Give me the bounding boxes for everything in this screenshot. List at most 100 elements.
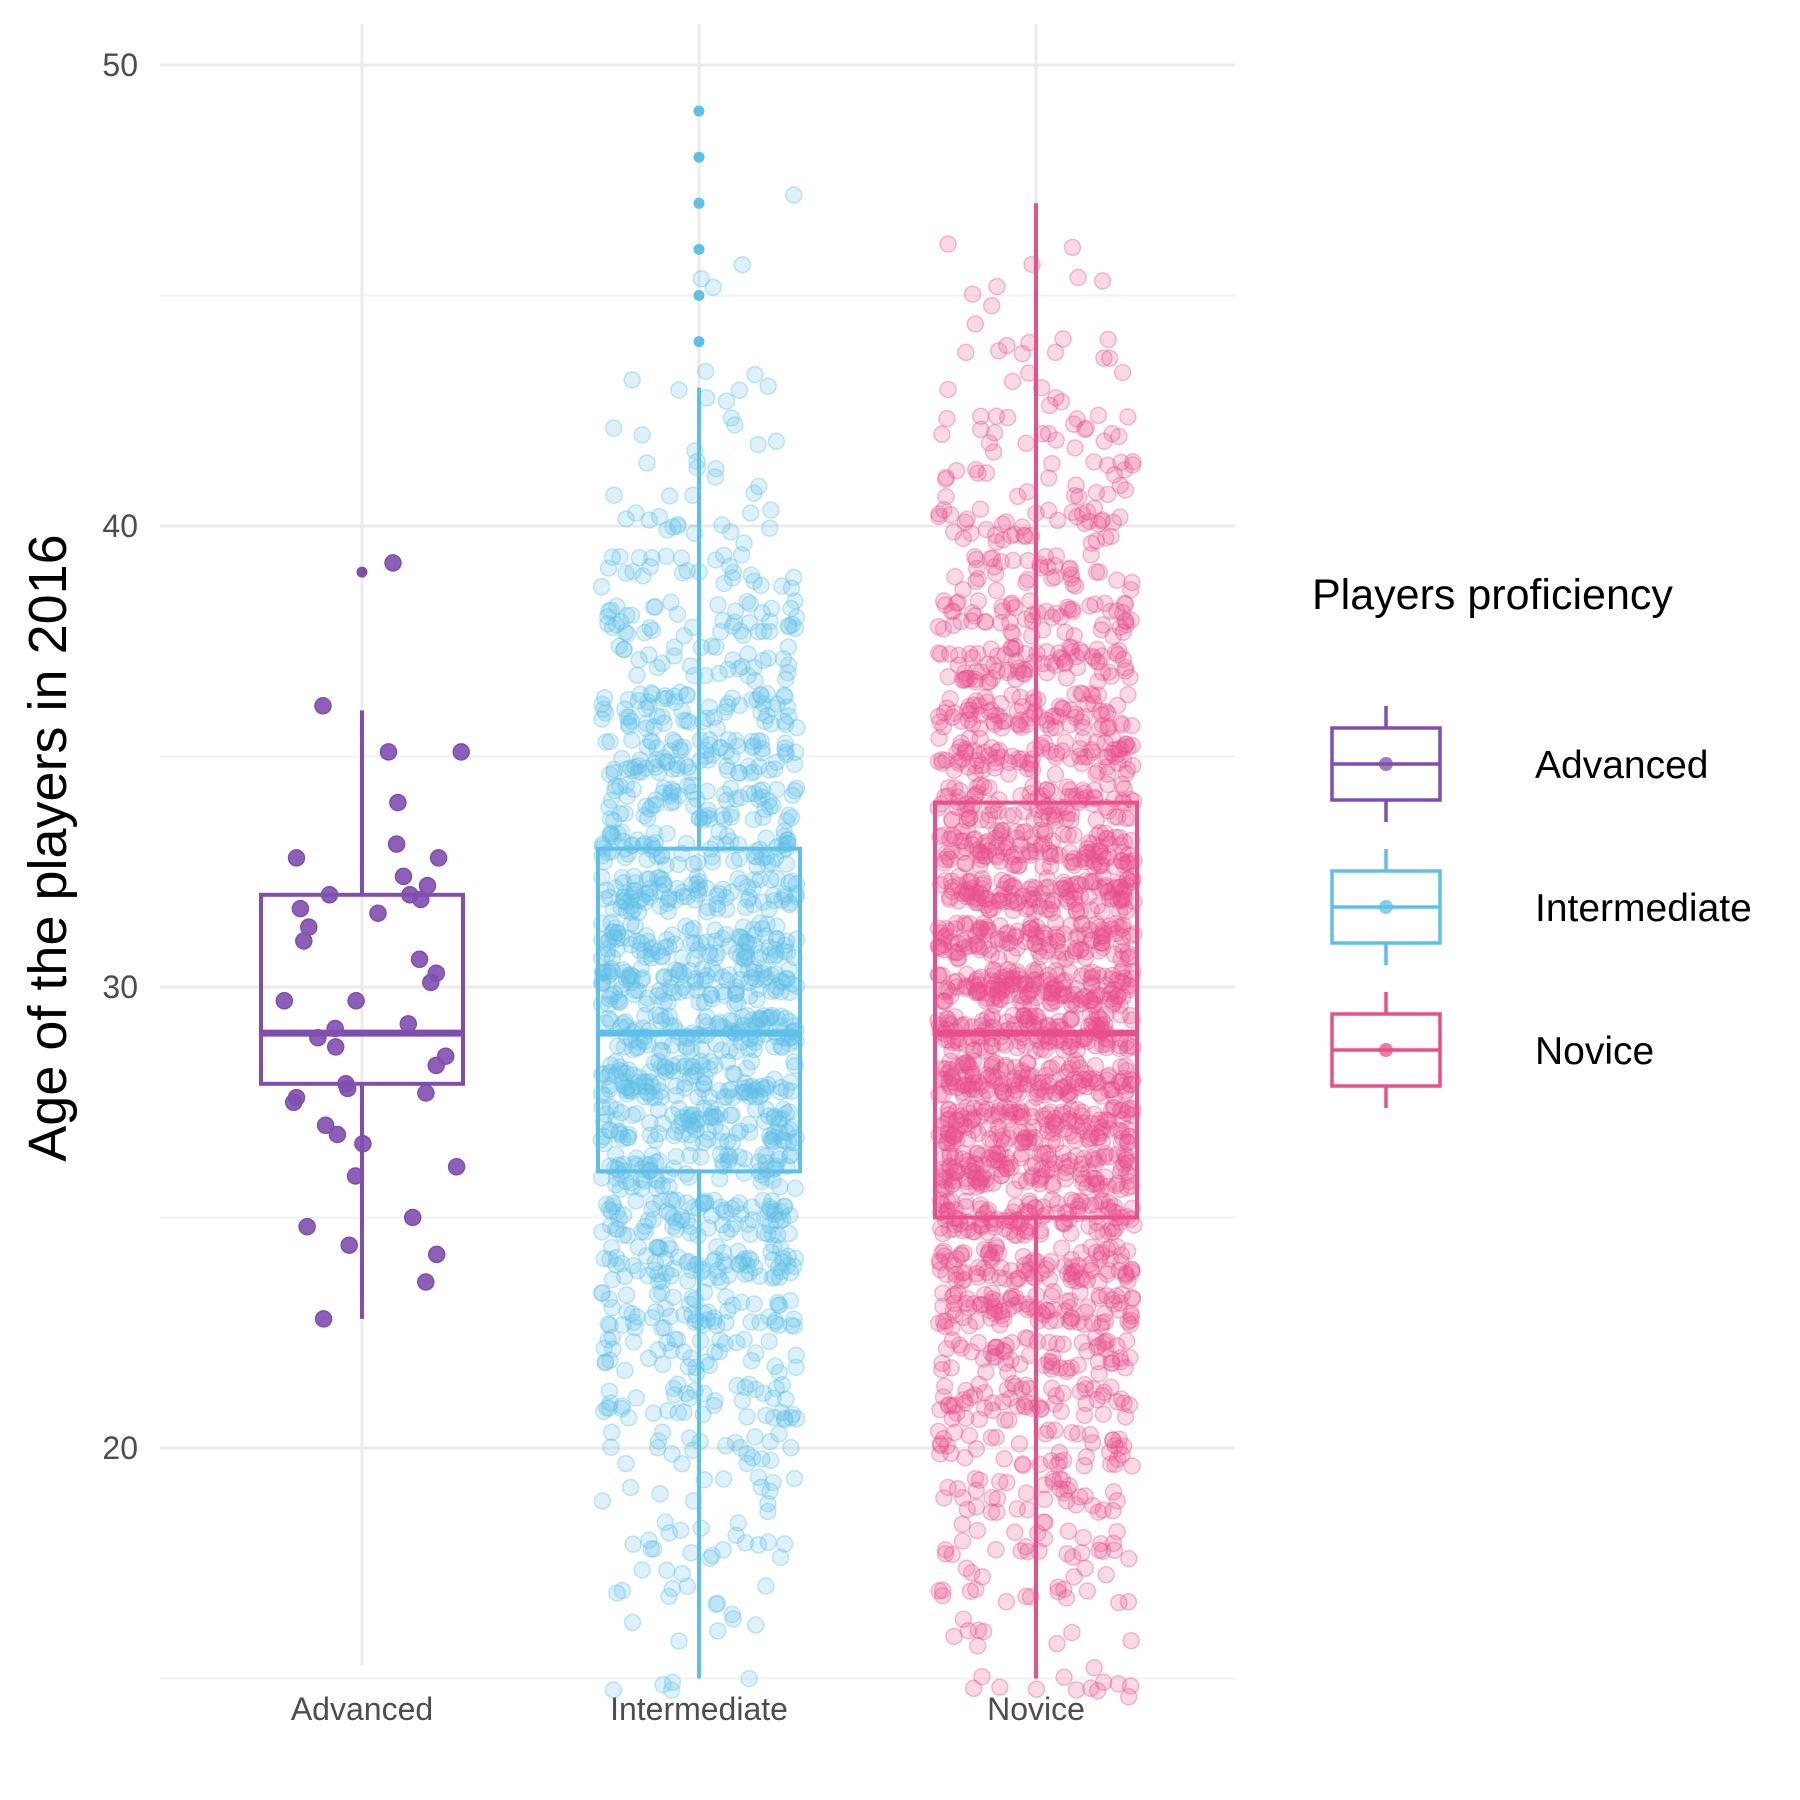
data-point-intermediate [620, 929, 638, 948]
data-point-intermediate [711, 1145, 730, 1164]
data-point-intermediate [667, 1123, 685, 1141]
data-point-novice [995, 1450, 1013, 1468]
data-point-novice [1008, 1226, 1026, 1245]
data-point-intermediate [604, 419, 623, 437]
data-point-novice [1065, 486, 1084, 505]
data-point-intermediate [603, 1270, 622, 1289]
data-point-novice [997, 874, 1016, 892]
data-point-intermediate [597, 733, 615, 751]
data-point-intermediate [663, 1057, 682, 1075]
data-point-novice [1066, 685, 1084, 704]
data-point-novice [1099, 330, 1117, 349]
data-point-novice [1060, 1038, 1078, 1056]
data-point-intermediate [641, 1073, 659, 1091]
data-point-intermediate [702, 746, 721, 764]
data-point-intermediate [719, 1301, 737, 1320]
data-point-intermediate [663, 1673, 682, 1692]
data-point-intermediate [649, 1124, 668, 1143]
data-point-intermediate [662, 593, 680, 612]
data-point-novice [1006, 855, 1024, 874]
data-point-intermediate [708, 887, 726, 905]
data-point-intermediate [649, 1075, 667, 1094]
data-point-intermediate [717, 791, 736, 810]
data-point-intermediate [659, 1236, 677, 1255]
data-point-intermediate [731, 970, 749, 989]
data-point-intermediate [776, 670, 795, 689]
data-point-intermediate [641, 618, 659, 637]
data-point-intermediate [618, 1302, 636, 1321]
data-point-intermediate [629, 981, 647, 1000]
data-point-novice [1009, 714, 1028, 733]
data-point-intermediate [769, 1296, 788, 1314]
data-point-intermediate [615, 640, 633, 659]
data-point-intermediate [767, 432, 786, 451]
data-point-novice [969, 592, 988, 610]
data-point-intermediate [630, 651, 648, 669]
data-point-intermediate [754, 1006, 773, 1025]
data-point-novice [1108, 1336, 1126, 1355]
data-point-novice [1061, 1011, 1080, 1029]
data-point-intermediate [754, 961, 773, 979]
data-point-novice [1043, 454, 1061, 473]
data-point-intermediate [726, 602, 745, 621]
data-point-intermediate [739, 1039, 758, 1057]
data-point-intermediate [610, 992, 628, 1011]
data-point-intermediate [618, 1226, 637, 1245]
data-point-intermediate [755, 1209, 774, 1227]
data-point-intermediate [751, 686, 770, 704]
data-point-novice [987, 1540, 1005, 1559]
data-point-intermediate [677, 981, 696, 1000]
data-point-intermediate [606, 1145, 625, 1164]
data-point-intermediate [666, 961, 684, 979]
data-point-intermediate [761, 1432, 779, 1451]
data-point-intermediate [717, 1256, 735, 1274]
data-point-intermediate [665, 638, 684, 657]
data-point-intermediate [623, 1082, 641, 1101]
data-point-intermediate [687, 1115, 706, 1133]
data-point-novice [969, 937, 988, 956]
data-point-intermediate [656, 1513, 675, 1532]
data-point-intermediate [686, 891, 704, 909]
data-point-intermediate [673, 1125, 692, 1143]
data-point-intermediate [628, 932, 646, 950]
data-point-intermediate [601, 1076, 619, 1095]
data-point-intermediate [727, 1526, 745, 1545]
outlier-point [693, 336, 705, 348]
data-point-intermediate [682, 1543, 700, 1562]
data-point-intermediate [780, 1224, 798, 1243]
data-point-intermediate [614, 1206, 633, 1224]
data-point-novice [962, 871, 980, 890]
data-point-intermediate [745, 1295, 763, 1313]
data-point-intermediate [717, 1223, 736, 1242]
data-point-novice [1098, 1265, 1116, 1283]
data-point-intermediate [666, 1330, 684, 1348]
legend-label: Intermediate [1535, 887, 1752, 930]
data-point-intermediate [643, 1309, 661, 1327]
data-point-intermediate [656, 687, 674, 705]
data-point-novice [968, 644, 987, 663]
data-point-intermediate [785, 186, 803, 204]
data-point-intermediate [734, 626, 752, 644]
data-point-intermediate [633, 1180, 651, 1198]
data-point-intermediate [665, 647, 683, 665]
data-point-novice [1052, 1402, 1070, 1421]
data-point-novice [987, 581, 1006, 600]
data-point-novice [1055, 1668, 1073, 1687]
data-point-intermediate [607, 1256, 625, 1274]
data-point-intermediate [785, 1317, 803, 1335]
data-point-intermediate [643, 1078, 662, 1096]
data-point-novice [1097, 1566, 1115, 1584]
data-point-intermediate [597, 1014, 615, 1032]
data-point-intermediate [673, 883, 692, 901]
data-point-intermediate [614, 1226, 633, 1244]
data-point-intermediate [625, 985, 643, 1004]
data-point-novice [968, 1637, 987, 1655]
data-point-intermediate [717, 900, 736, 919]
data-point-intermediate [777, 1390, 795, 1408]
data-point-intermediate [768, 917, 786, 936]
data-point-intermediate [772, 1262, 791, 1281]
data-point-intermediate [602, 1012, 620, 1030]
data-point-novice [1108, 571, 1126, 589]
data-point-intermediate [781, 1291, 800, 1310]
